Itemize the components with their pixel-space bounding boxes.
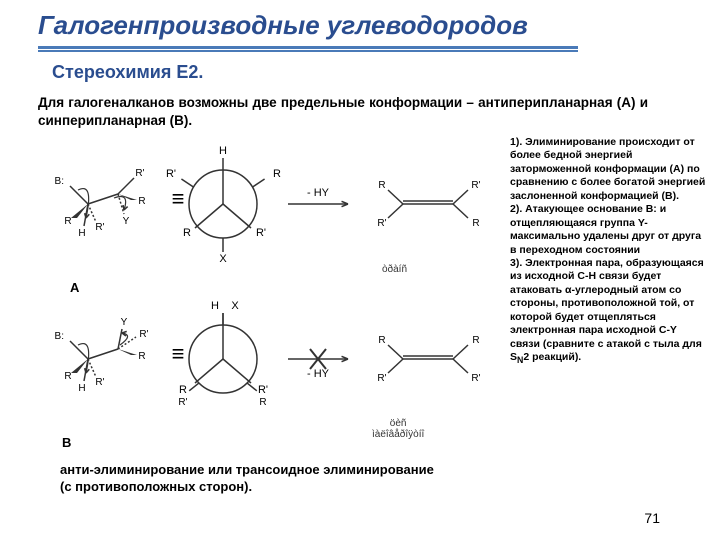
svg-text:R: R <box>138 351 145 362</box>
svg-text:R': R' <box>377 373 386 384</box>
svg-text:R': R' <box>135 168 144 179</box>
svg-text:H: H <box>78 228 85 239</box>
svg-text:B:: B: <box>55 331 64 342</box>
svg-text:R: R <box>378 180 385 191</box>
title-underline <box>38 46 578 49</box>
svg-text:R: R <box>273 168 281 180</box>
svg-text:H: H <box>78 383 85 394</box>
svg-text:- HY: - HY <box>307 187 330 199</box>
svg-text:≡: ≡ <box>172 341 185 366</box>
svg-text:R': R' <box>166 168 176 180</box>
svg-text:H: H <box>211 300 219 312</box>
svg-text:Y: Y <box>121 317 128 328</box>
svg-text:R': R' <box>258 384 268 396</box>
svg-text:R': R' <box>377 218 386 229</box>
svg-text:R': R' <box>178 397 187 408</box>
svg-text:R': R' <box>471 373 480 384</box>
svg-text:R': R' <box>95 222 104 233</box>
svg-text:H: H <box>219 145 227 157</box>
svg-text:Y: Y <box>123 216 130 227</box>
svg-text:R': R' <box>256 227 266 239</box>
svg-text:X: X <box>219 253 227 265</box>
chemical-diagram: B:HRR'R'RY≡HRR'XR'R- HYRR'R'RB:HRR'YRR'≡… <box>38 144 498 454</box>
svg-text:R': R' <box>95 377 104 388</box>
page-subtitle: Стереохимия Е2. <box>52 62 203 83</box>
page-title: Галогенпроизводные углеводородов <box>38 10 528 41</box>
svg-text:R': R' <box>139 329 148 340</box>
svg-text:R: R <box>259 397 266 408</box>
svg-text:B:: B: <box>55 176 64 187</box>
page-number: 71 <box>644 510 660 526</box>
svg-text:- HY: - HY <box>307 368 330 380</box>
svg-text:R': R' <box>471 180 480 191</box>
svg-text:R: R <box>472 218 479 229</box>
svg-text:R: R <box>472 335 479 346</box>
svg-text:R: R <box>64 371 71 382</box>
svg-text:R: R <box>183 227 191 239</box>
side-notes: 1). Элиминирование происходит от более б… <box>510 136 708 366</box>
svg-text:R: R <box>179 384 187 396</box>
svg-text:R: R <box>64 216 71 227</box>
intro-paragraph: Для галогеналканов возможны две предельн… <box>38 94 648 130</box>
svg-text:X: X <box>231 300 239 312</box>
svg-text:R: R <box>378 335 385 346</box>
svg-text:≡: ≡ <box>172 186 185 211</box>
svg-text:R: R <box>138 196 145 207</box>
bottom-caption: анти-элиминирование или трансоидное элим… <box>60 462 440 496</box>
